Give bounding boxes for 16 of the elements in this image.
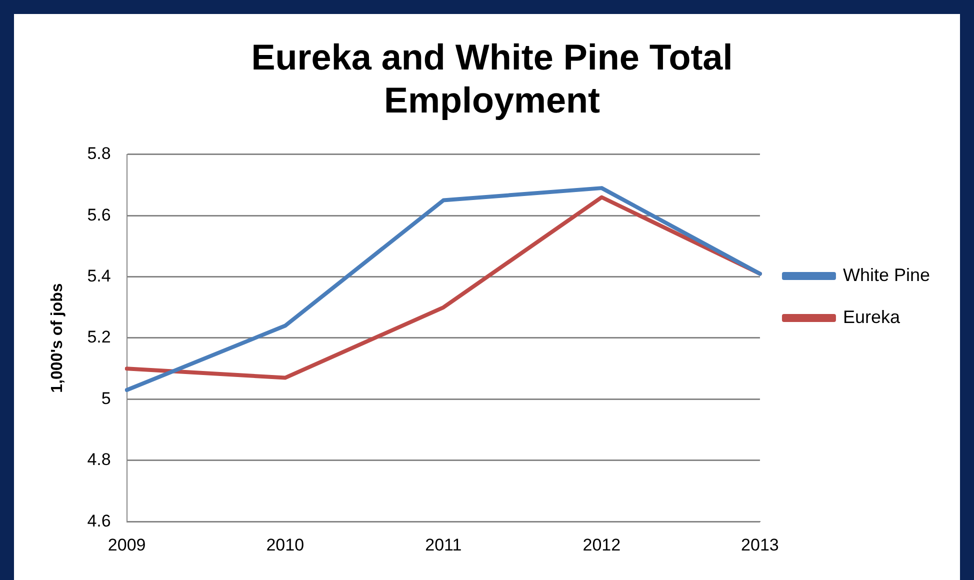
- y-tick-label: 5.4: [87, 266, 111, 286]
- y-tick-label: 5.8: [87, 144, 111, 164]
- x-tick-label: 2009: [108, 535, 146, 554]
- y-tick-label: 5.2: [87, 328, 111, 347]
- x-tick-label: 2012: [582, 535, 621, 554]
- chart-title: Eureka and White Pine Total Employment: [251, 36, 733, 121]
- x-tick-label: 2010: [266, 535, 304, 554]
- x-tick-label: 2011: [425, 535, 462, 554]
- legend-label: Eureka: [842, 306, 901, 327]
- x-tick-label: 2013: [741, 535, 779, 554]
- y-tick-label: 4.6: [87, 511, 111, 530]
- legend-label: White Pine: [842, 264, 930, 285]
- y-axis-title: 1,000's of jobs: [49, 283, 66, 393]
- y-tick-label: 5: [101, 388, 111, 408]
- y-tick-label: 4.8: [87, 450, 111, 470]
- y-tick-label: 5.6: [87, 205, 111, 224]
